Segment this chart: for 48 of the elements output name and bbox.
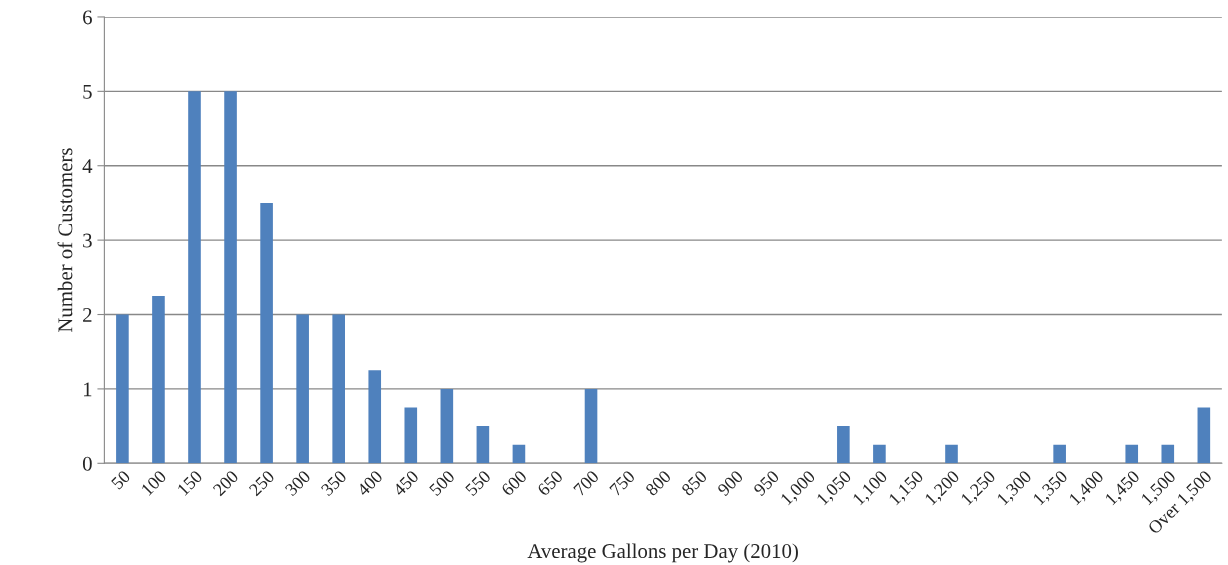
bar: [1161, 444, 1175, 464]
x-tick-label: 250: [248, 469, 276, 497]
x-tick-label: 650: [536, 469, 564, 497]
x-tick-label: 200: [212, 469, 240, 497]
x-tick-label: 950: [752, 469, 780, 497]
x-tick-label: 700: [573, 469, 600, 497]
x-tick-label: 350: [320, 469, 348, 497]
x-tick-label: 400: [356, 469, 384, 497]
bar: [368, 370, 382, 464]
bar: [873, 444, 886, 464]
bar: [945, 444, 958, 464]
bar: [188, 91, 201, 464]
y-tick-label: 1: [83, 382, 92, 397]
y-tick-label: 3: [83, 233, 92, 248]
bar: [512, 444, 526, 464]
x-tick-label: 800: [644, 469, 672, 497]
x-tick-label: 50: [110, 469, 131, 490]
bar: [1125, 444, 1139, 464]
y-tick-label: 0: [82, 456, 92, 471]
bar: [224, 91, 237, 464]
bar: [116, 314, 129, 464]
bar: [584, 388, 598, 464]
bar: [152, 295, 165, 464]
bar: [296, 314, 309, 464]
y-axis-title: Number of Customers: [57, 148, 73, 333]
y-tick-label: 6: [83, 10, 92, 25]
y-tick-label: 2: [83, 307, 92, 322]
x-tick-label: 100: [140, 469, 167, 496]
x-tick-label: 750: [609, 469, 636, 497]
y-tick-label: 5: [83, 84, 92, 99]
y-tick-label: 4: [82, 159, 93, 173]
x-axis-title: Average Gallons per Day (2010): [527, 543, 798, 563]
bar: [440, 388, 454, 464]
x-tick-label: 900: [716, 469, 744, 497]
x-tick-label: 150: [176, 469, 203, 496]
bar: [332, 314, 345, 464]
x-tick-label: 600: [500, 469, 528, 497]
bar: [404, 407, 418, 464]
x-tick-label: 300: [284, 469, 312, 497]
bar: [476, 426, 490, 464]
x-tick-label: 450: [392, 469, 420, 497]
bar: [837, 426, 850, 464]
bar: [1197, 407, 1211, 464]
x-tick-label: 550: [464, 469, 492, 497]
x-tick-label: 500: [428, 469, 456, 497]
bar: [260, 202, 273, 464]
bar: [1053, 444, 1066, 464]
x-tick-label: 850: [680, 469, 708, 497]
